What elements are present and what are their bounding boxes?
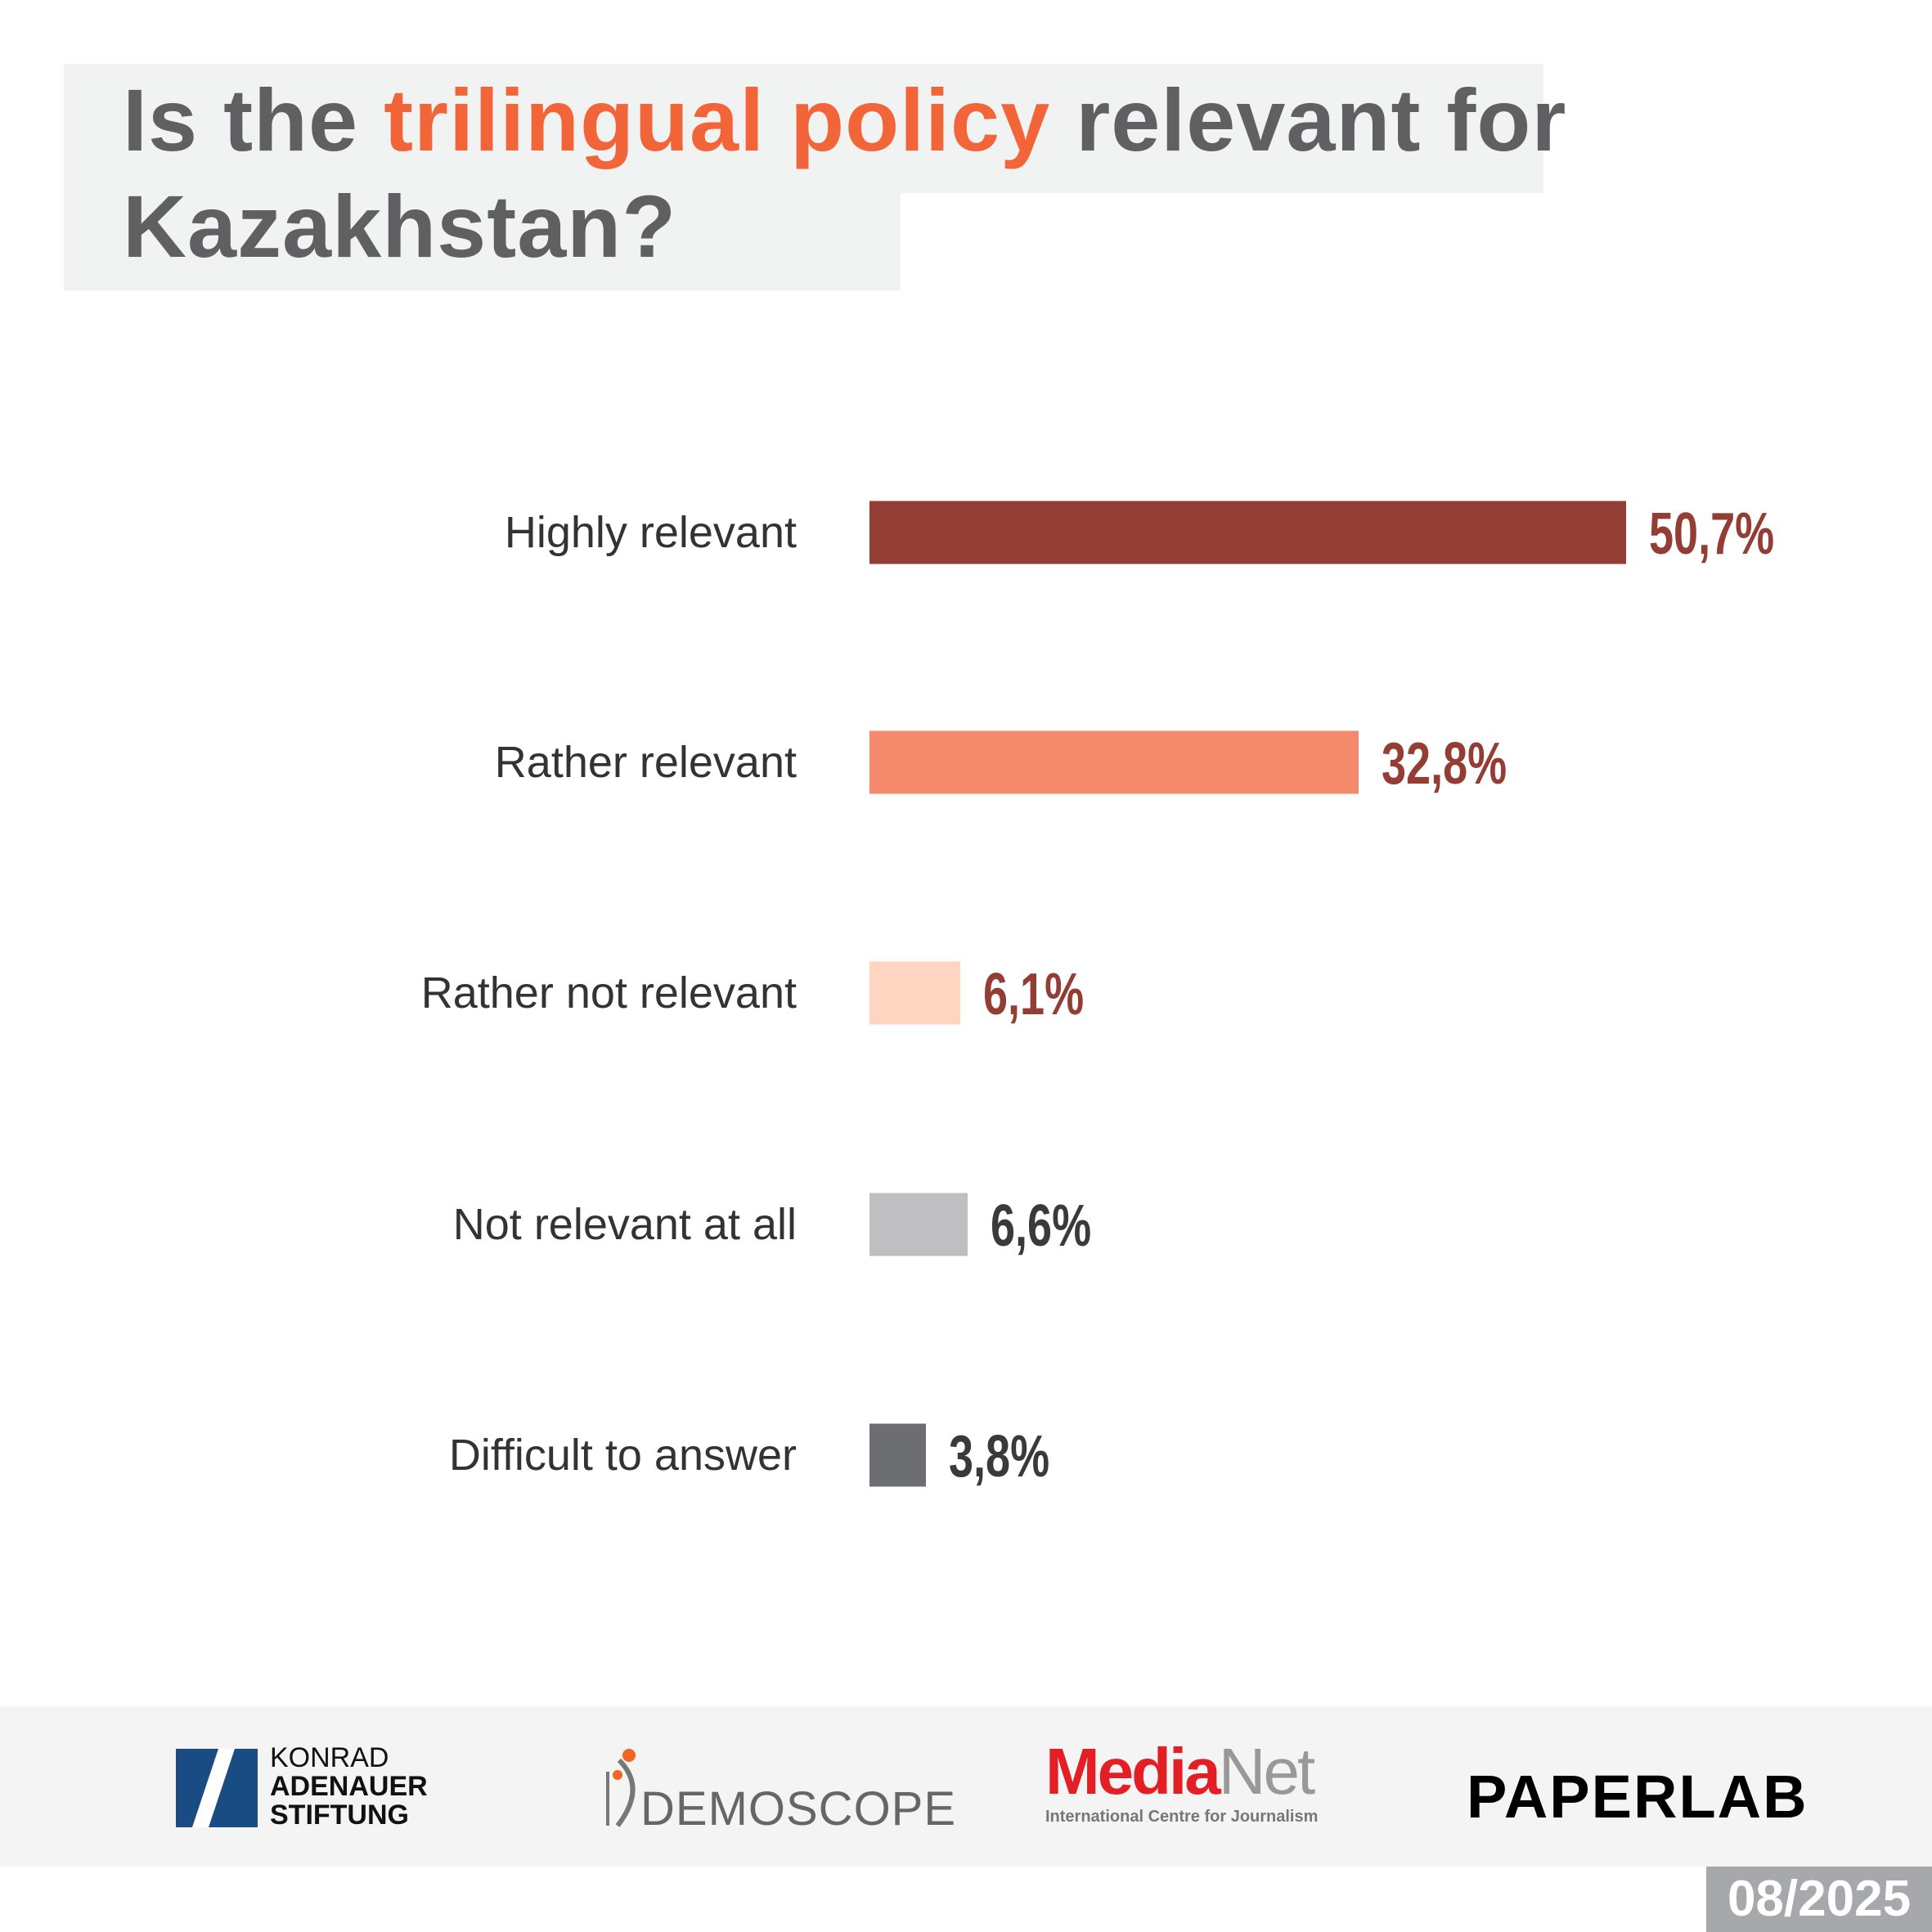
bar — [869, 730, 1359, 794]
bar — [869, 501, 1626, 564]
category-label: Difficult to answer — [448, 1431, 797, 1480]
medianet-logo: MediaNet International Centre for Journa… — [1045, 1739, 1318, 1826]
category-label: Highly relevant — [504, 508, 797, 557]
kas-text: ADENAUER — [270, 1771, 428, 1802]
medianet-red-text: Media — [1045, 1735, 1221, 1808]
kas-text: KONRAD — [270, 1742, 389, 1773]
bar — [869, 1193, 968, 1256]
title-background — [64, 191, 901, 290]
bar — [869, 1423, 927, 1487]
value-label: 50,7% — [1649, 501, 1775, 567]
title-highlight: trilingual policy — [384, 70, 1051, 169]
value-label: 3,8% — [949, 1424, 1050, 1489]
value-label: 6,6% — [991, 1193, 1092, 1259]
title-background — [64, 64, 1543, 193]
date-badge: 08/2025 — [1706, 1867, 1932, 1932]
footer-logos: KONRAD ADENAUER STIFTUNG DEMOSCOPE Media… — [0, 1706, 1932, 1867]
kas-a-icon — [176, 1749, 258, 1827]
category-label: Rather relevant — [494, 738, 797, 787]
value-label: 6,1% — [983, 962, 1085, 1027]
demoscope-logo: DEMOSCOPE — [601, 1747, 955, 1835]
kas-logo: KONRAD ADENAUER STIFTUNG — [176, 1744, 428, 1831]
chart-title: Is the trilingual policy relevant for Ka… — [123, 70, 1567, 276]
category-label: Not relevant at all — [452, 1200, 797, 1249]
medianet-gray-text: Net — [1218, 1735, 1315, 1808]
category-label: Rather not relevant — [420, 968, 797, 1018]
demoscope-text: DEMOSCOPE — [640, 1782, 957, 1835]
demoscope-figure-icon — [606, 1749, 636, 1827]
bar — [869, 961, 961, 1025]
kas-text: STIFTUNG — [270, 1799, 409, 1831]
value-label: 32,8% — [1382, 731, 1507, 797]
medianet-subtitle: International Centre for Journalism — [1045, 1808, 1319, 1826]
paperlab-logo: PAPERLAB — [1467, 1763, 1808, 1831]
